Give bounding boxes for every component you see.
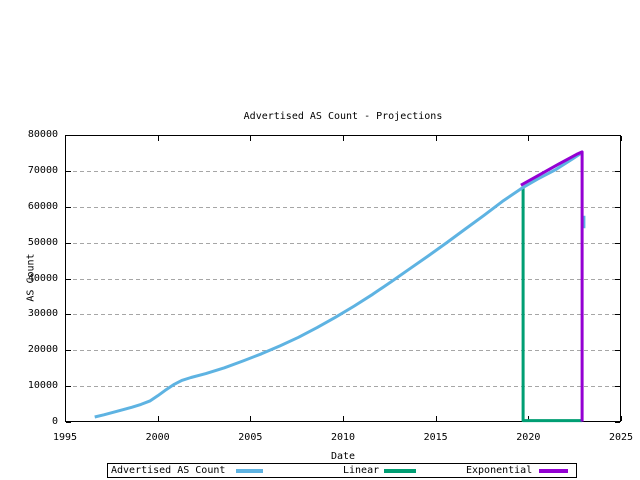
series-exponential — [520, 150, 584, 422]
x-tick-label-2005: 2005 — [238, 432, 263, 443]
series-linear — [521, 187, 583, 423]
chart-title: Advertised AS Count - Projections — [243, 111, 443, 122]
plot-border — [65, 135, 621, 422]
legend-label-advertised-as-count: Advertised AS Count — [111, 465, 226, 476]
x-tick-label-1995: 1995 — [52, 432, 78, 443]
y-tick-label-10000: 10000 — [27, 380, 58, 392]
legend-line-sample-advertised-as-count — [236, 469, 263, 473]
x-tick-label-2010: 2010 — [330, 432, 356, 443]
y-tick-label-70000: 70000 — [27, 164, 58, 176]
legend: Advertised AS Count Linear Exponential — [107, 463, 577, 478]
y-tick-label-80000: 80000 — [27, 129, 58, 140]
y-tick-label-30000: 30000 — [27, 308, 58, 320]
y-tick-label-0: 0 — [51, 416, 58, 427]
x-tick-label-2000: 2000 — [145, 432, 170, 443]
x-tick-label-2025: 2025 — [608, 432, 634, 443]
legend-label-exponential: Exponential — [466, 465, 533, 476]
x-axis-label: Date — [330, 451, 356, 462]
y-tick-label-60000: 60000 — [27, 200, 58, 212]
legend-label-linear: Linear — [343, 465, 380, 476]
legend-line-sample-exponential — [539, 469, 568, 473]
x-tick-label-2020: 2020 — [516, 432, 541, 443]
x-tick-label-2015: 2015 — [423, 432, 448, 443]
series-advertised-as-count — [94, 151, 586, 419]
y-tick-label-20000: 20000 — [27, 344, 58, 356]
y-tick-label-50000: 50000 — [27, 236, 58, 248]
y-tick-label-40000: 40000 — [27, 272, 58, 284]
legend-line-sample-linear — [384, 469, 416, 473]
